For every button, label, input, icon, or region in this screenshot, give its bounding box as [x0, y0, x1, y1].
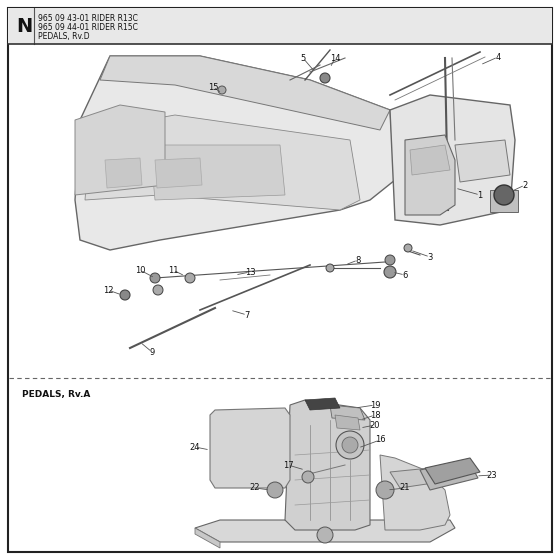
Circle shape [384, 266, 396, 278]
Text: N: N [16, 16, 32, 35]
Polygon shape [425, 458, 480, 484]
Circle shape [302, 471, 314, 483]
Polygon shape [390, 95, 515, 225]
Circle shape [494, 185, 514, 205]
Polygon shape [195, 528, 220, 548]
Polygon shape [455, 140, 510, 182]
Polygon shape [105, 158, 142, 188]
Text: 965 09 44-01 RIDER R15C: 965 09 44-01 RIDER R15C [38, 22, 138, 31]
Circle shape [336, 431, 364, 459]
Bar [8, 8, 552, 44]
Circle shape [317, 527, 333, 543]
Polygon shape [305, 398, 340, 410]
Text: PEDALS, Rv.A: PEDALS, Rv.A [22, 390, 90, 399]
Polygon shape [330, 405, 365, 420]
Polygon shape [335, 415, 360, 430]
Text: 23: 23 [487, 470, 497, 479]
Text: 3: 3 [427, 253, 433, 262]
Text: 19: 19 [370, 400, 380, 409]
Polygon shape [390, 468, 440, 488]
Text: 21: 21 [400, 483, 410, 492]
Text: 24: 24 [190, 442, 200, 451]
Circle shape [342, 437, 358, 453]
Text: 12: 12 [102, 286, 113, 295]
Text: 17: 17 [283, 460, 293, 469]
Polygon shape [410, 145, 450, 175]
Polygon shape [380, 455, 450, 530]
Circle shape [218, 86, 226, 94]
Circle shape [185, 273, 195, 283]
Text: 2: 2 [522, 180, 528, 189]
Circle shape [120, 290, 130, 300]
Circle shape [153, 285, 163, 295]
Text: 8: 8 [355, 255, 361, 264]
Polygon shape [420, 460, 478, 490]
Circle shape [267, 482, 283, 498]
Polygon shape [155, 158, 202, 188]
Text: 13: 13 [245, 268, 255, 277]
Text: 15: 15 [208, 82, 218, 91]
Circle shape [385, 255, 395, 265]
Polygon shape [405, 135, 455, 215]
Polygon shape [210, 408, 290, 488]
Circle shape [320, 73, 330, 83]
Bar [490, 190, 518, 212]
Polygon shape [75, 105, 165, 195]
Text: 9: 9 [150, 348, 155, 357]
Text: 22: 22 [250, 483, 260, 492]
Text: 1: 1 [477, 190, 483, 199]
Text: 16: 16 [375, 436, 385, 445]
Text: 4: 4 [496, 53, 501, 62]
Polygon shape [85, 115, 360, 210]
Polygon shape [195, 520, 455, 542]
Text: 20: 20 [370, 421, 380, 430]
Circle shape [326, 264, 334, 272]
Circle shape [404, 244, 412, 252]
Text: 965 09 43-01 RIDER R13C: 965 09 43-01 RIDER R13C [38, 13, 138, 22]
Circle shape [376, 481, 394, 499]
Text: 11: 11 [168, 265, 178, 274]
Text: 10: 10 [135, 265, 145, 274]
Polygon shape [75, 56, 395, 250]
Polygon shape [285, 400, 370, 530]
Text: 18: 18 [370, 410, 380, 419]
Polygon shape [150, 145, 285, 200]
Text: 6: 6 [402, 270, 408, 279]
Circle shape [150, 273, 160, 283]
Text: PEDALS, Rv.D: PEDALS, Rv.D [38, 31, 90, 40]
Text: 14: 14 [330, 54, 340, 63]
Text: 7: 7 [244, 310, 250, 320]
Polygon shape [100, 56, 390, 130]
Text: 5: 5 [300, 54, 306, 63]
